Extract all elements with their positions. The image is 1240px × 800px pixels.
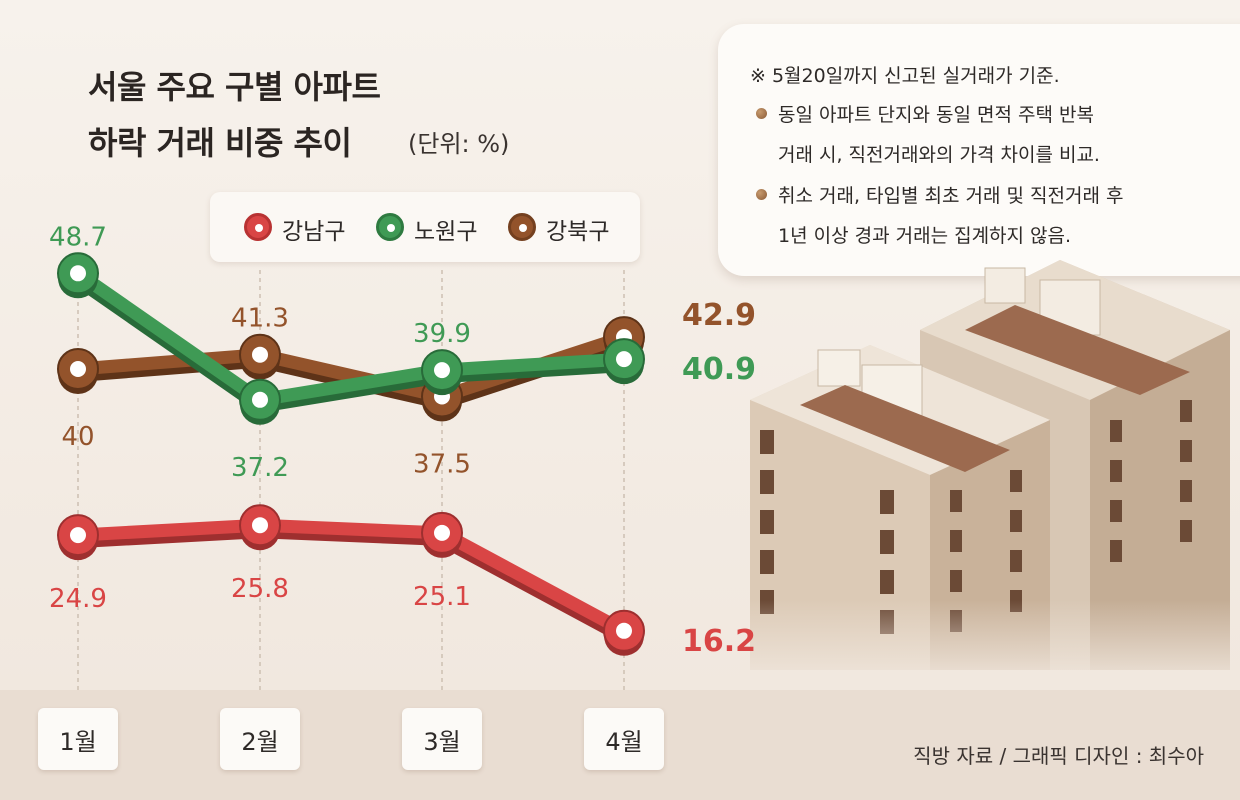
- chart-legend: 강남구 노원구 강북구: [210, 192, 640, 262]
- data-label: 40.9: [682, 352, 756, 387]
- legend-label: 노원구: [414, 219, 478, 245]
- data-point-center: [252, 346, 268, 363]
- legend-marker-icon: [244, 213, 272, 241]
- series-line: [71, 266, 631, 407]
- chart-title-line2: 하락 거래 비중 추이: [88, 124, 352, 162]
- data-label: 16.2: [682, 624, 756, 659]
- data-label: 24.9: [49, 584, 107, 614]
- data-label: 42.9: [682, 298, 756, 333]
- note-line-3a: 취소 거래, 타입별 최초 거래 및 직전거래 후: [778, 185, 1124, 207]
- legend-label: 강남구: [282, 219, 346, 245]
- legend-marker-icon: [508, 213, 536, 241]
- data-point-center: [70, 527, 86, 544]
- data-point-center: [252, 391, 268, 408]
- data-point-center: [434, 362, 450, 379]
- data-point-center: [252, 517, 268, 534]
- note-line-3b: 1년 이상 경과 거래는 집계하지 않음.: [778, 225, 1072, 247]
- data-label: 25.8: [231, 574, 289, 604]
- data-point-center: [616, 351, 632, 368]
- x-tick-label: 3월: [402, 708, 482, 770]
- bullet-icon: [756, 108, 767, 119]
- data-point-center: [616, 622, 632, 639]
- notes-box: ※ 5월20일까지 신고된 실거래가 기준. 동일 아파트 단지와 동일 면적 …: [718, 24, 1240, 276]
- data-label: 48.7: [49, 222, 107, 252]
- x-tick-label: 2월: [220, 708, 300, 770]
- legend-marker-icon: [376, 213, 404, 241]
- x-tick-label: 1월: [38, 708, 118, 770]
- data-label: 39.9: [413, 319, 471, 349]
- data-point-center: [70, 265, 86, 282]
- data-point-center: [434, 524, 450, 541]
- note-line-1: ※ 5월20일까지 신고된 실거래가 기준.: [750, 65, 1060, 87]
- data-label: 40: [61, 422, 94, 452]
- chart-title-line1: 서울 주요 구별 아파트: [88, 68, 381, 106]
- data-label: 25.1: [413, 582, 471, 612]
- data-label: 37.2: [231, 453, 289, 483]
- source-credit: 직방 자료 / 그래픽 디자인 : 최수아: [913, 744, 1204, 768]
- legend-label: 강북구: [546, 219, 610, 245]
- series-line: [71, 518, 631, 638]
- note-line-2b: 거래 시, 직전거래와의 가격 차이를 비교.: [778, 144, 1100, 166]
- bullet-icon: [756, 189, 767, 200]
- unit-label: (단위: %): [408, 130, 510, 158]
- note-line-2a: 동일 아파트 단지와 동일 면적 주택 반복: [778, 104, 1094, 126]
- data-label: 41.3: [231, 304, 289, 334]
- x-tick-label: 4월: [584, 708, 664, 770]
- data-point-center: [70, 361, 86, 377]
- data-label: 37.5: [413, 450, 471, 480]
